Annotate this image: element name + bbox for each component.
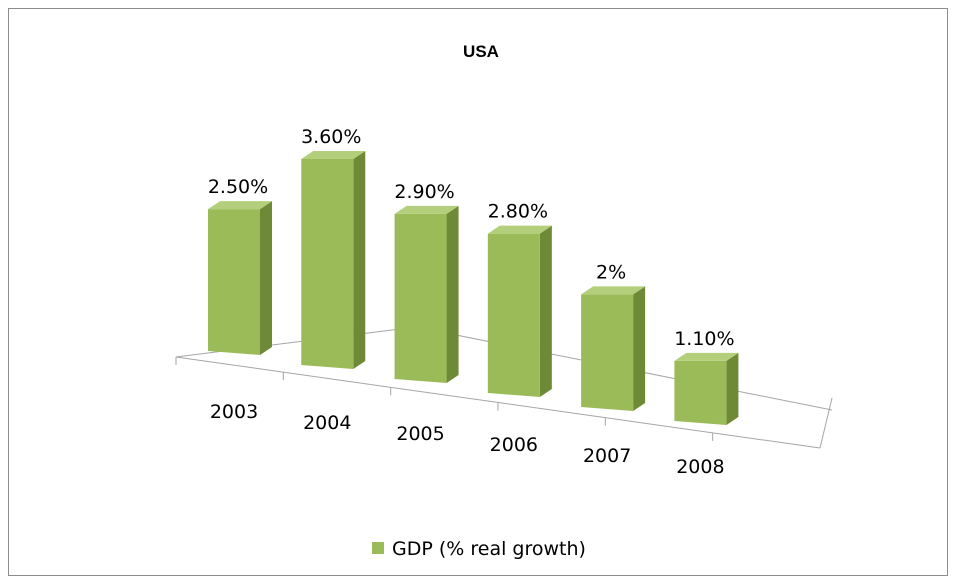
tick-label-2006: 2006 — [490, 434, 538, 456]
bar-2005 — [394, 205, 459, 383]
data-label-2008: 1.10% — [674, 328, 734, 350]
bar-2008 — [674, 352, 739, 425]
bar-top — [487, 225, 552, 234]
tick-label-2003: 2003 — [210, 401, 258, 423]
data-label-2004: 3.60% — [301, 126, 361, 148]
bar-side — [446, 205, 459, 383]
tick-label-2008: 2008 — [676, 456, 724, 478]
bars-group — [208, 151, 739, 425]
bar-side — [260, 201, 272, 355]
floor-right-edge — [819, 397, 833, 449]
bar-top — [674, 352, 739, 361]
category-ticks-group: 2003 2004 2005 2006 2007 2008 — [210, 401, 725, 478]
bar-front — [394, 213, 447, 383]
tick-label-2004: 2004 — [303, 412, 351, 434]
bar-top — [581, 286, 646, 295]
chart-title: USA — [463, 42, 499, 61]
chart-frame — [8, 8, 948, 576]
bar-top — [208, 201, 272, 210]
bar-front — [208, 209, 260, 355]
bar-top — [301, 151, 366, 159]
bar-side — [353, 151, 366, 369]
bar-front — [674, 360, 727, 425]
data-labels-group: 2.50% 3.60% 2.90% 2.80% 2% 1.10% — [208, 126, 735, 350]
data-label-2007: 2% — [596, 261, 626, 283]
data-label-2006: 2.80% — [488, 201, 548, 223]
legend-label: GDP (% real growth) — [392, 538, 586, 560]
bar-side — [539, 225, 552, 397]
bar-front — [487, 233, 540, 397]
tick-label-2007: 2007 — [583, 445, 631, 467]
data-label-2003: 2.50% — [208, 176, 268, 198]
bar-2003 — [208, 201, 272, 355]
data-label-2005: 2.90% — [394, 181, 454, 203]
bar-top — [394, 205, 459, 214]
bar-side — [633, 286, 646, 411]
bar-front — [301, 159, 354, 369]
tick-label-2005: 2005 — [396, 423, 444, 445]
bar-2006 — [487, 225, 552, 397]
legend: GDP (% real growth) — [372, 538, 586, 560]
bar-side — [726, 352, 739, 425]
legend-swatch — [372, 542, 384, 554]
bar-2004 — [301, 151, 366, 369]
bar-front — [581, 294, 634, 411]
bar-2007 — [581, 286, 646, 411]
